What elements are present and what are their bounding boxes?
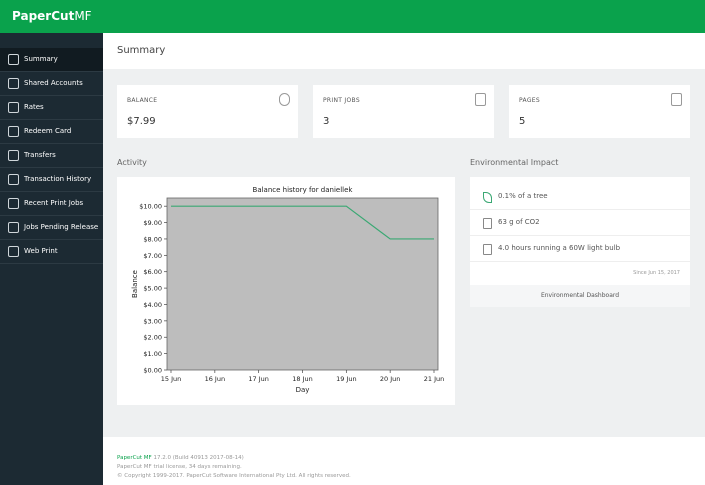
footer-version: 17.2.0 (Build 40913 2017-08-14) [153,455,244,461]
y-tick-label: $8.00 [143,235,162,243]
nav-label: Transaction History [24,175,92,183]
impact-item: 0.1% of a tree [470,184,690,210]
footer-product[interactable]: PaperCut MF [117,455,152,461]
nav-icon [8,222,19,233]
impact-icon [483,192,492,203]
x-axis-label: Day [296,386,310,394]
nav-label: Rates [24,103,44,111]
nav-label: Redeem Card [24,127,72,135]
plot-area [166,197,439,371]
card-icon [475,93,486,106]
nav-label: Shared Accounts [24,79,83,87]
card-label: BALANCE [127,97,158,104]
nav-icon [8,54,19,65]
nav-item[interactable]: Web Print [0,240,103,264]
nav-item[interactable]: Redeem Card [0,120,103,144]
card-value: 3 [323,116,330,127]
nav-icon [8,174,19,185]
page-title: Summary [117,45,166,56]
nav-icon [8,126,19,137]
y-tick-label: $3.00 [143,317,162,325]
y-tick-label: $10.00 [139,203,162,211]
y-tick-label: $2.00 [143,334,162,342]
y-tick-label: $5.00 [143,285,162,293]
data-line [171,205,434,240]
y-tick-label: $9.00 [143,219,162,227]
nav-item[interactable]: Recent Print Jobs [0,192,103,216]
summary-card: BALANCE $7.99 [117,85,298,138]
impact-icon [483,218,492,229]
dashboard-link[interactable]: Environmental Dashboard [470,285,690,307]
summary-card: PAGES 5 [509,85,690,138]
nav-icon [8,198,19,209]
card-value: 5 [519,116,526,127]
chart-title: Balance history for daniellek [253,186,354,194]
nav-label: Transfers [24,151,56,159]
logo-text: PaperCut [12,9,75,23]
nav-icon [8,78,19,89]
header: PaperCutMF [0,0,705,33]
environment-card: Since Jun 15, 2017 Environmental Dashboa… [470,177,690,307]
footer: PaperCut MF 17.2.0 (Build 40913 2017-08-… [103,437,705,485]
impact-text: 63 g of CO2 [498,218,540,226]
sidebar: Summary Shared Accounts Rates Redeem Card Tr… [0,33,103,485]
footer-copyright: © Copyright 1999-2017. PaperCut Software… [117,473,351,479]
footer-license: PaperCut MF trial license, 34 days remai… [117,464,242,470]
x-tick-label: 16 Jun [205,375,226,383]
nav-item[interactable]: Transaction History [0,168,103,192]
impact-text: 0.1% of a tree [498,192,548,200]
chart-card: Balance history for daniellek Day Balance $… [117,177,455,405]
nav-icon [8,150,19,161]
x-tick-label: 19 Jun [336,375,357,383]
card-icon [279,93,290,106]
chart: Balance history for daniellek Day Balance $… [131,186,445,394]
nav-item[interactable]: Rates [0,96,103,120]
nav-item[interactable]: Jobs Pending Release [0,216,103,240]
nav-icon [8,102,19,113]
environment-heading: Environmental Impact [470,158,559,167]
nav-label: Summary [24,55,58,63]
card-icon [671,93,682,106]
x-tick-label: 20 Jun [380,375,401,383]
logo[interactable]: PaperCutMF [12,9,92,23]
x-tick-label: 17 Jun [248,375,269,383]
nav-item[interactable]: Summary [0,48,103,72]
x-tick-label: 15 Jun [161,375,182,383]
x-tick-label: 18 Jun [292,375,313,383]
nav-item[interactable]: Transfers [0,144,103,168]
x-tick-label: 21 Jun [424,375,445,383]
y-tick-label: $6.00 [143,268,162,276]
y-axis-label: Balance [131,270,139,298]
nav-label: Recent Print Jobs [24,199,84,207]
title-bar: Summary [103,33,705,69]
nav-label: Jobs Pending Release [24,223,99,231]
y-tick-label: $7.00 [143,252,162,260]
impact-text: 4.0 hours running a 60W light bulb [498,244,621,252]
y-tick-label: $1.00 [143,350,162,358]
nav-item[interactable]: Shared Accounts [0,72,103,96]
since-text: Since Jun 15, 2017 [633,270,680,276]
card-label: PAGES [519,97,540,104]
nav-label: Web Print [24,247,58,255]
card-value: $7.99 [127,116,156,127]
activity-heading: Activity [117,158,147,167]
card-label: PRINT JOBS [323,97,360,104]
impact-icon [483,244,492,255]
summary-card: PRINT JOBS 3 [313,85,494,138]
y-tick-label: $4.00 [143,301,162,309]
impact-item: 4.0 hours running a 60W light bulb [470,236,690,262]
logo-suffix: MF [74,9,92,23]
y-tick-label: $0.00 [143,367,162,375]
nav-icon [8,246,19,257]
impact-item: 63 g of CO2 [470,210,690,236]
